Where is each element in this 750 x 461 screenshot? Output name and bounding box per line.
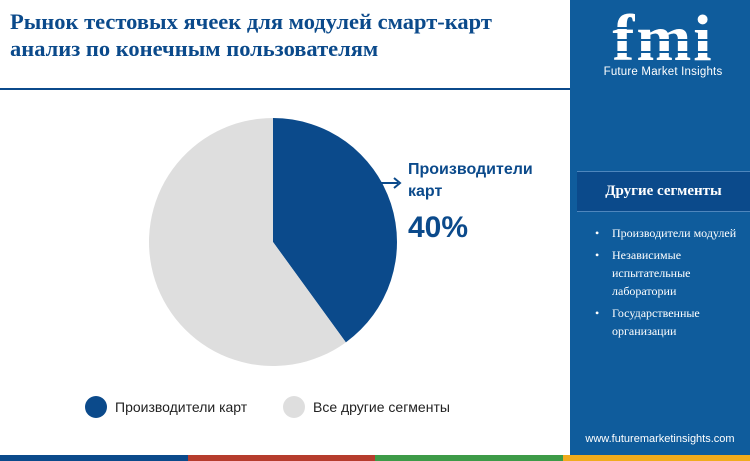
callout-arrow-icon — [378, 177, 402, 189]
website-link[interactable]: www.futuremarketinsights.com — [585, 433, 735, 445]
legend-label-card-manufacturers: Производители карт — [115, 399, 248, 415]
legend-label-other-segments: Все другие сегменты — [313, 399, 450, 415]
bottom-bar-segment — [187, 455, 375, 461]
callout-label: Производители карт — [408, 161, 533, 200]
bullet-icon: • — [595, 226, 600, 240]
bullet-icon: • — [595, 248, 600, 262]
bottom-bar-segment — [0, 455, 188, 461]
title-divider — [0, 88, 570, 90]
sidebar: fmi Future Market Insights Другие сегмен… — [570, 0, 750, 455]
bottom-color-bar — [0, 455, 750, 461]
legend-item-other-segments: Все другие сегменты — [283, 396, 450, 418]
bottom-bar-segment — [375, 455, 563, 461]
logo-tagline: Future Market Insights — [603, 66, 723, 78]
page-title: Рынок тестовых ячеек для модулей смарт-к… — [10, 9, 492, 61]
bullet-icon: • — [595, 306, 600, 320]
pie-slice-other-segments — [148, 118, 346, 366]
other-segments-title: Другие сегменты — [605, 183, 722, 199]
legend-item-card-manufacturers: Производители карт — [85, 396, 247, 418]
fmi-logo: fmi — [590, 6, 736, 75]
legend-swatch-card-manufacturers — [85, 396, 107, 418]
pie-chart — [148, 118, 397, 366]
callout-value: 40% — [408, 211, 469, 244]
other-segments-header: Другие сегменты — [577, 171, 750, 212]
list-item: • Производители модулей — [595, 226, 737, 240]
list-item: • Государственные организации — [595, 306, 700, 338]
list-item: • Независимые испытательные лаборатории — [595, 248, 691, 298]
other-segments-list: • Производители модулей • Независимые испы… — [592, 224, 742, 344]
pie-slice-card-manufacturers — [273, 118, 397, 343]
legend-swatch-other-segments — [283, 396, 305, 418]
bottom-bar-segment — [562, 455, 750, 461]
